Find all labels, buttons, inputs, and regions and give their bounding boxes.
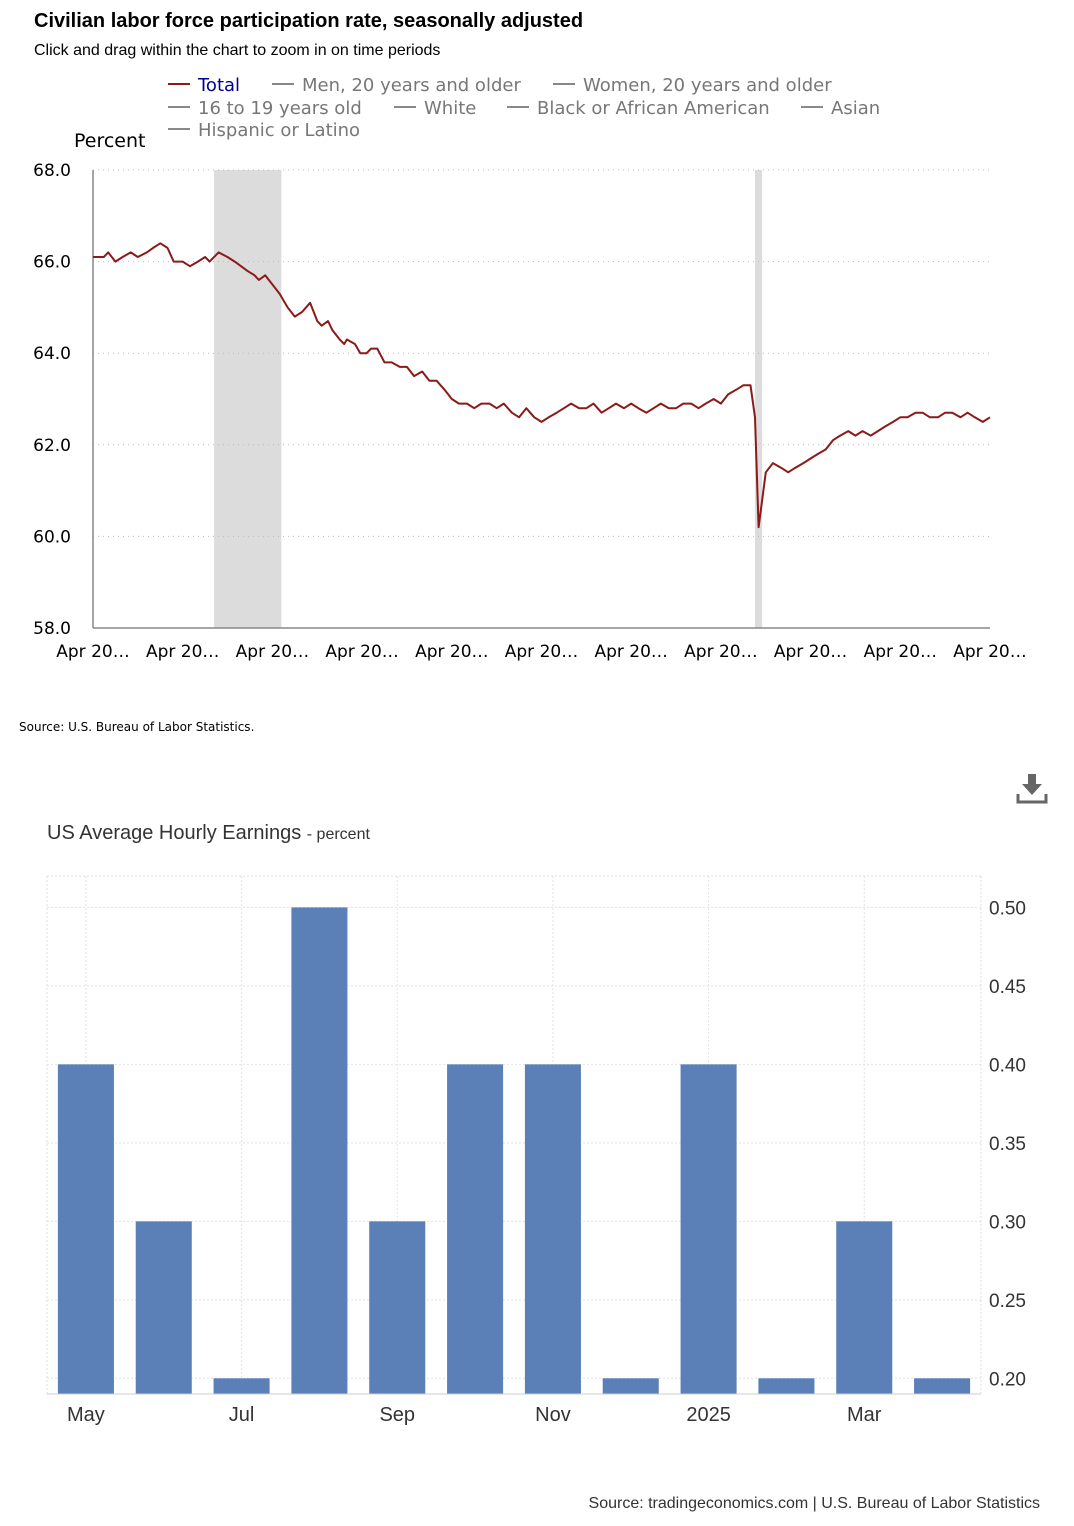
legend-item-asian[interactable]: Asian <box>801 98 880 119</box>
line-swatch-icon <box>394 106 416 108</box>
legend-item-hispanic[interactable]: Hispanic or Latino <box>168 120 360 141</box>
chart2-title-text: US Average Hourly Earnings <box>47 822 302 844</box>
y-tick-label: 58.0 <box>33 619 71 639</box>
y-tick-label: 0.35 <box>989 1134 1026 1155</box>
chart1-source: Source: U.S. Bureau of Labor Statistics. <box>19 720 255 734</box>
y-tick-label: 0.45 <box>989 977 1026 998</box>
download-icon <box>1016 774 1048 804</box>
line-swatch-icon <box>272 83 294 85</box>
legend-label: Men, 20 years and older <box>302 75 521 96</box>
bar <box>57 1064 114 1394</box>
legend-item-men[interactable]: Men, 20 years and older <box>272 75 521 96</box>
x-tick-label: Apr 20… <box>774 642 847 662</box>
chart2-source: Source: tradingeconomics.com | U.S. Bure… <box>588 1495 1040 1512</box>
legend-label: Black or African American <box>537 98 770 119</box>
download-button[interactable] <box>1014 770 1050 806</box>
line-swatch-icon <box>168 83 190 85</box>
legend-item-white[interactable]: White <box>394 98 476 119</box>
bar <box>602 1378 659 1394</box>
x-tick-label: Apr 20… <box>146 642 219 662</box>
bar <box>680 1064 737 1394</box>
x-tick-label: Apr 20… <box>415 642 488 662</box>
x-tick-label: Apr 20… <box>684 642 757 662</box>
y-tick-label: 60.0 <box>33 527 71 547</box>
legend-item-total[interactable]: Total <box>168 75 240 96</box>
y-tick-label: 0.50 <box>989 898 1026 919</box>
x-tick-label: 2025 <box>686 1404 731 1426</box>
series-line-total <box>93 242 991 529</box>
bar <box>447 1064 504 1394</box>
legend-label: Hispanic or Latino <box>198 120 361 141</box>
x-tick-label: Mar <box>847 1404 882 1426</box>
bar <box>369 1221 426 1394</box>
bar <box>524 1064 581 1394</box>
x-tick-label: Apr 20… <box>505 642 578 662</box>
bar <box>914 1378 971 1394</box>
x-tick-label: Apr 20… <box>236 642 309 662</box>
x-tick-label: May <box>67 1404 105 1426</box>
y-tick-label: 0.40 <box>989 1055 1026 1076</box>
y-tick-label: 0.30 <box>989 1212 1026 1233</box>
chart2-unit: - percent <box>306 826 370 843</box>
legend-item-women[interactable]: Women, 20 years and older <box>553 75 832 96</box>
legend-label: Women, 20 years and older <box>583 75 832 96</box>
y-tick-label: 64.0 <box>33 344 71 364</box>
chart1-title: Civilian labor force participation rate,… <box>34 10 584 32</box>
x-tick-label: Apr 20… <box>325 642 398 662</box>
legend-label: Total <box>198 75 241 96</box>
x-tick-label: Apr 20… <box>953 642 1026 662</box>
line-swatch-icon <box>507 106 529 108</box>
legend-label: Asian <box>831 98 881 119</box>
line-swatch-icon <box>168 128 190 130</box>
line-swatch-icon <box>168 106 190 108</box>
y-tick-label: 68.0 <box>33 161 71 181</box>
y-tick-label: 0.20 <box>989 1369 1026 1390</box>
bar <box>291 907 348 1394</box>
bar <box>836 1221 893 1394</box>
chart1-subtitle: Click and drag within the chart to zoom … <box>34 42 441 59</box>
x-tick-label: Nov <box>535 1404 571 1426</box>
x-tick-label: Apr 20… <box>594 642 667 662</box>
recession-band <box>754 170 763 628</box>
y-tick-label: 66.0 <box>33 253 71 273</box>
legend-label: 16 to 19 years old <box>198 98 362 119</box>
bar <box>213 1378 270 1394</box>
x-tick-label: Jul <box>229 1404 255 1426</box>
chart2-title: US Average Hourly Earnings - percent <box>47 822 370 845</box>
y-tick-label: 62.0 <box>33 436 71 456</box>
y-axis-label: Percent <box>74 130 146 152</box>
x-tick-label: Sep <box>379 1404 415 1426</box>
line-swatch-icon <box>801 106 823 108</box>
line-swatch-icon <box>553 83 575 85</box>
x-tick-label: Apr 20… <box>56 642 129 662</box>
legend-item-16-19[interactable]: 16 to 19 years old <box>168 98 362 119</box>
x-tick-label: Apr 20… <box>864 642 937 662</box>
legend-label: White <box>424 98 477 119</box>
recession-band <box>214 170 282 628</box>
bar <box>135 1221 192 1394</box>
bar <box>758 1378 815 1394</box>
legend-item-black[interactable]: Black or African American <box>507 98 770 119</box>
y-tick-label: 0.25 <box>989 1291 1026 1312</box>
